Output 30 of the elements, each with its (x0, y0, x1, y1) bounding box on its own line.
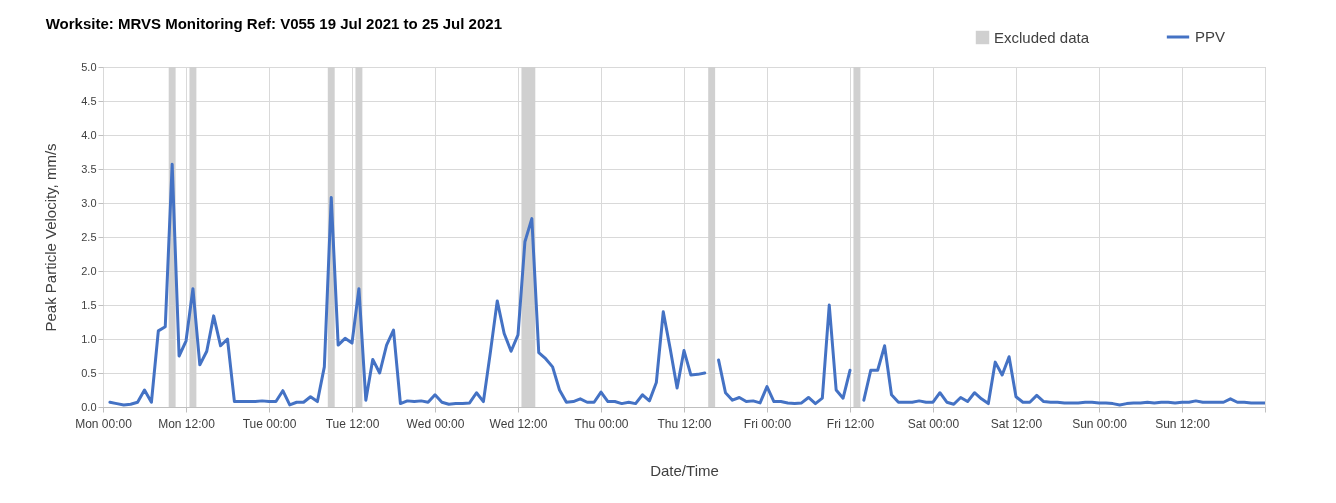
x-tick-label: Thu 12:00 (657, 416, 712, 431)
y-tick-label: 0.5 (81, 366, 97, 379)
legend-label: PPV (1195, 28, 1226, 45)
y-tick-label: 0.0 (81, 400, 97, 413)
y-tick-label: 4.0 (81, 128, 97, 141)
y-tick-label: 3.5 (81, 162, 97, 175)
x-tick-label: Mon 00:00 (75, 416, 133, 431)
x-tick-label: Thu 00:00 (574, 416, 629, 431)
x-tick-label: Fri 00:00 (743, 416, 792, 431)
x-tick-label: Sat 12:00 (990, 416, 1043, 431)
y-tick-label: 5.0 (81, 60, 97, 73)
x-tick-label: Sun 00:00 (1072, 416, 1128, 431)
y-tick-label: 1.0 (81, 332, 97, 345)
x-tick-label: Fri 12:00 (826, 416, 875, 431)
y-tick-label: 2.0 (81, 264, 97, 277)
x-tick-label: Tue 00:00 (242, 416, 297, 431)
y-tick-label: 3.0 (81, 196, 97, 209)
y-axis-title: Peak Particle Velocity, mm/s (42, 143, 60, 332)
x-axis-title: Date/Time (650, 461, 719, 479)
x-tick-label: Mon 12:00 (158, 416, 216, 431)
x-tick-label: Wed 00:00 (406, 416, 465, 431)
chart-title: Worksite: MRVS Monitoring Ref: V055 19 Jul 2021 to 25 Jul 2021 (45, 15, 502, 32)
y-tick-label: 2.5 (81, 230, 97, 243)
x-tick-label: Tue 12:00 (325, 416, 380, 431)
y-tick-label: 1.5 (81, 298, 97, 311)
legend-label: Excluded data (994, 28, 1090, 46)
y-tick-label: 4.5 (81, 94, 97, 107)
x-tick-label: Sun 12:00 (1155, 416, 1211, 431)
x-tick-label: Sat 00:00 (907, 416, 960, 431)
x-tick-label: Wed 12:00 (489, 416, 548, 431)
